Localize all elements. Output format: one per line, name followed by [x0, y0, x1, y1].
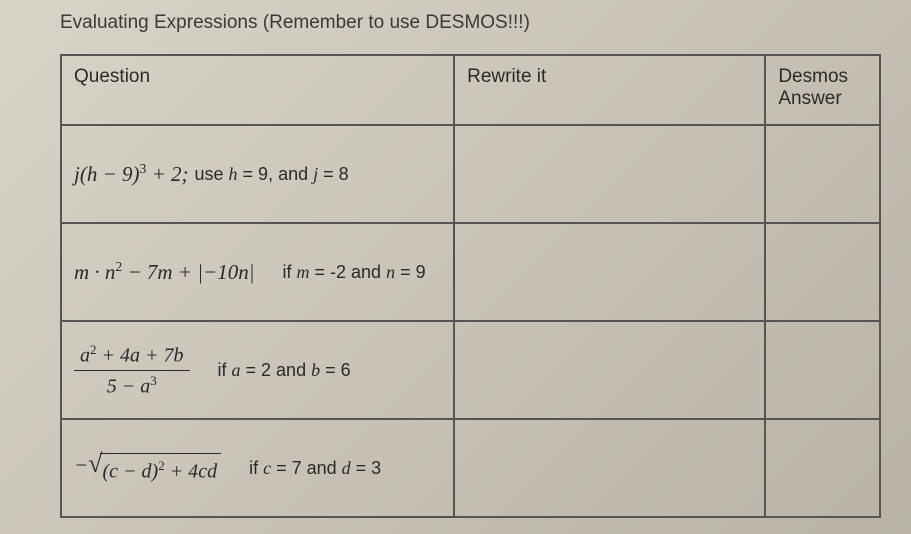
worksheet-table: Question Rewrite it Desmos Answer j(h − … [60, 54, 881, 518]
answer-cell [765, 223, 880, 321]
header-question: Question [61, 55, 454, 125]
condition: if a = 2 and b = 6 [218, 360, 351, 381]
condition: if m = -2 and n = 9 [283, 262, 426, 283]
rewrite-cell [454, 321, 765, 419]
header-answer: Desmos Answer [765, 55, 880, 125]
expression: a2 + 4a + 7b5 − a3 [74, 342, 190, 398]
table-row: −√(c − d)2 + 4cd if c = 7 and d = 3 [61, 419, 880, 517]
rewrite-cell [454, 223, 765, 321]
table-row: m · n2 − 7m + |−10n| if m = -2 and n = 9 [61, 223, 880, 321]
worksheet-page: Evaluating Expressions (Remember to use … [0, 0, 911, 534]
question-cell: m · n2 − 7m + |−10n| if m = -2 and n = 9 [61, 223, 454, 321]
table-row: j(h − 9)3 + 2; use h = 9, and j = 8 [61, 125, 880, 223]
header-rewrite: Rewrite it [454, 55, 765, 125]
condition: if c = 7 and d = 3 [249, 458, 381, 479]
condition: use h = 9, and j = 8 [195, 164, 349, 185]
table-body: Question Rewrite it Desmos Answer j(h − … [61, 55, 880, 517]
page-title: Evaluating Expressions (Remember to use … [60, 12, 881, 34]
answer-cell [765, 419, 880, 517]
expression: m · n2 − 7m + |−10n| [74, 259, 255, 285]
question-cell: −√(c − d)2 + 4cd if c = 7 and d = 3 [61, 419, 454, 517]
expression: j(h − 9)3 + 2; [74, 161, 189, 187]
rewrite-cell [454, 125, 765, 223]
table-row: a2 + 4a + 7b5 − a3 if a = 2 and b = 6 [61, 321, 880, 419]
expression: −√(c − d)2 + 4cd [74, 453, 221, 484]
answer-cell [765, 125, 880, 223]
question-cell: a2 + 4a + 7b5 − a3 if a = 2 and b = 6 [61, 321, 454, 419]
question-cell: j(h − 9)3 + 2; use h = 9, and j = 8 [61, 125, 454, 223]
rewrite-cell [454, 419, 765, 517]
table-header-row: Question Rewrite it Desmos Answer [61, 55, 880, 125]
answer-cell [765, 321, 880, 419]
